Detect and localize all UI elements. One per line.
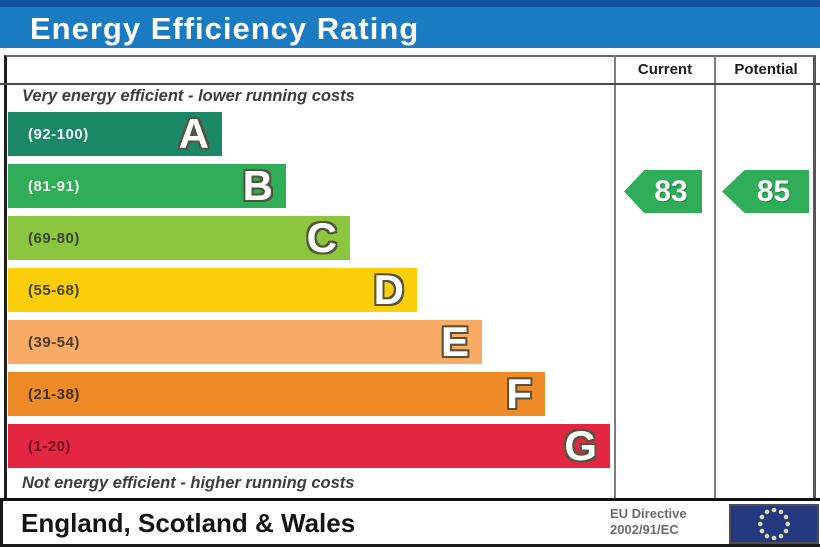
page-title: Energy Efficiency Rating bbox=[30, 11, 420, 46]
current-rating-value: 83 bbox=[654, 174, 688, 208]
band-f-range-label: (21-38) bbox=[28, 386, 80, 403]
top-note: Very energy efficient - lower running co… bbox=[22, 87, 355, 105]
band-e-range-label: (39-54) bbox=[28, 334, 80, 351]
band-c: (69-80) C bbox=[8, 216, 350, 260]
bottom-note: Not energy efficient - higher running co… bbox=[22, 474, 355, 492]
eu-flag-icon bbox=[729, 504, 819, 544]
band-e: (39-54) E bbox=[8, 320, 482, 364]
band-g-letter: G bbox=[564, 422, 597, 469]
band-a-letter: A bbox=[178, 110, 209, 157]
potential-column-header: Potential bbox=[734, 61, 798, 78]
potential-column-divider bbox=[714, 55, 716, 498]
band-f-letter: F bbox=[506, 370, 532, 417]
band-c-range-label: (69-80) bbox=[28, 230, 80, 247]
region-label: England, Scotland & Wales bbox=[21, 508, 356, 538]
header-divider-line bbox=[0, 83, 820, 85]
band-a-range-label: (92-100) bbox=[28, 126, 89, 143]
chart-frame bbox=[4, 55, 816, 498]
band-a: (92-100) A bbox=[8, 112, 222, 156]
band-d: (55-68) D bbox=[8, 268, 417, 312]
band-c-letter: C bbox=[306, 214, 337, 261]
band-d-letter: D bbox=[373, 266, 404, 313]
eu-directive-label: EU Directive 2002/91/EC bbox=[610, 506, 687, 537]
band-d-range-label: (55-68) bbox=[28, 282, 80, 299]
band-g-range-label: (1-20) bbox=[28, 438, 72, 455]
current-column-divider bbox=[614, 55, 616, 498]
band-g: (1-20) G bbox=[8, 424, 610, 468]
band-b: (81-91) B bbox=[8, 164, 286, 208]
band-b-range-label: (81-91) bbox=[28, 178, 80, 195]
current-column-header: Current bbox=[637, 61, 693, 78]
band-f: (21-38) F bbox=[8, 372, 545, 416]
band-b-letter: B bbox=[242, 162, 273, 209]
title-banner: Energy Efficiency Rating bbox=[0, 0, 820, 48]
footer: England, Scotland & Wales EU Directive 2… bbox=[0, 501, 820, 547]
potential-rating-value: 85 bbox=[756, 174, 791, 208]
footer-divider-line bbox=[0, 498, 820, 501]
band-e-letter: E bbox=[440, 318, 469, 365]
